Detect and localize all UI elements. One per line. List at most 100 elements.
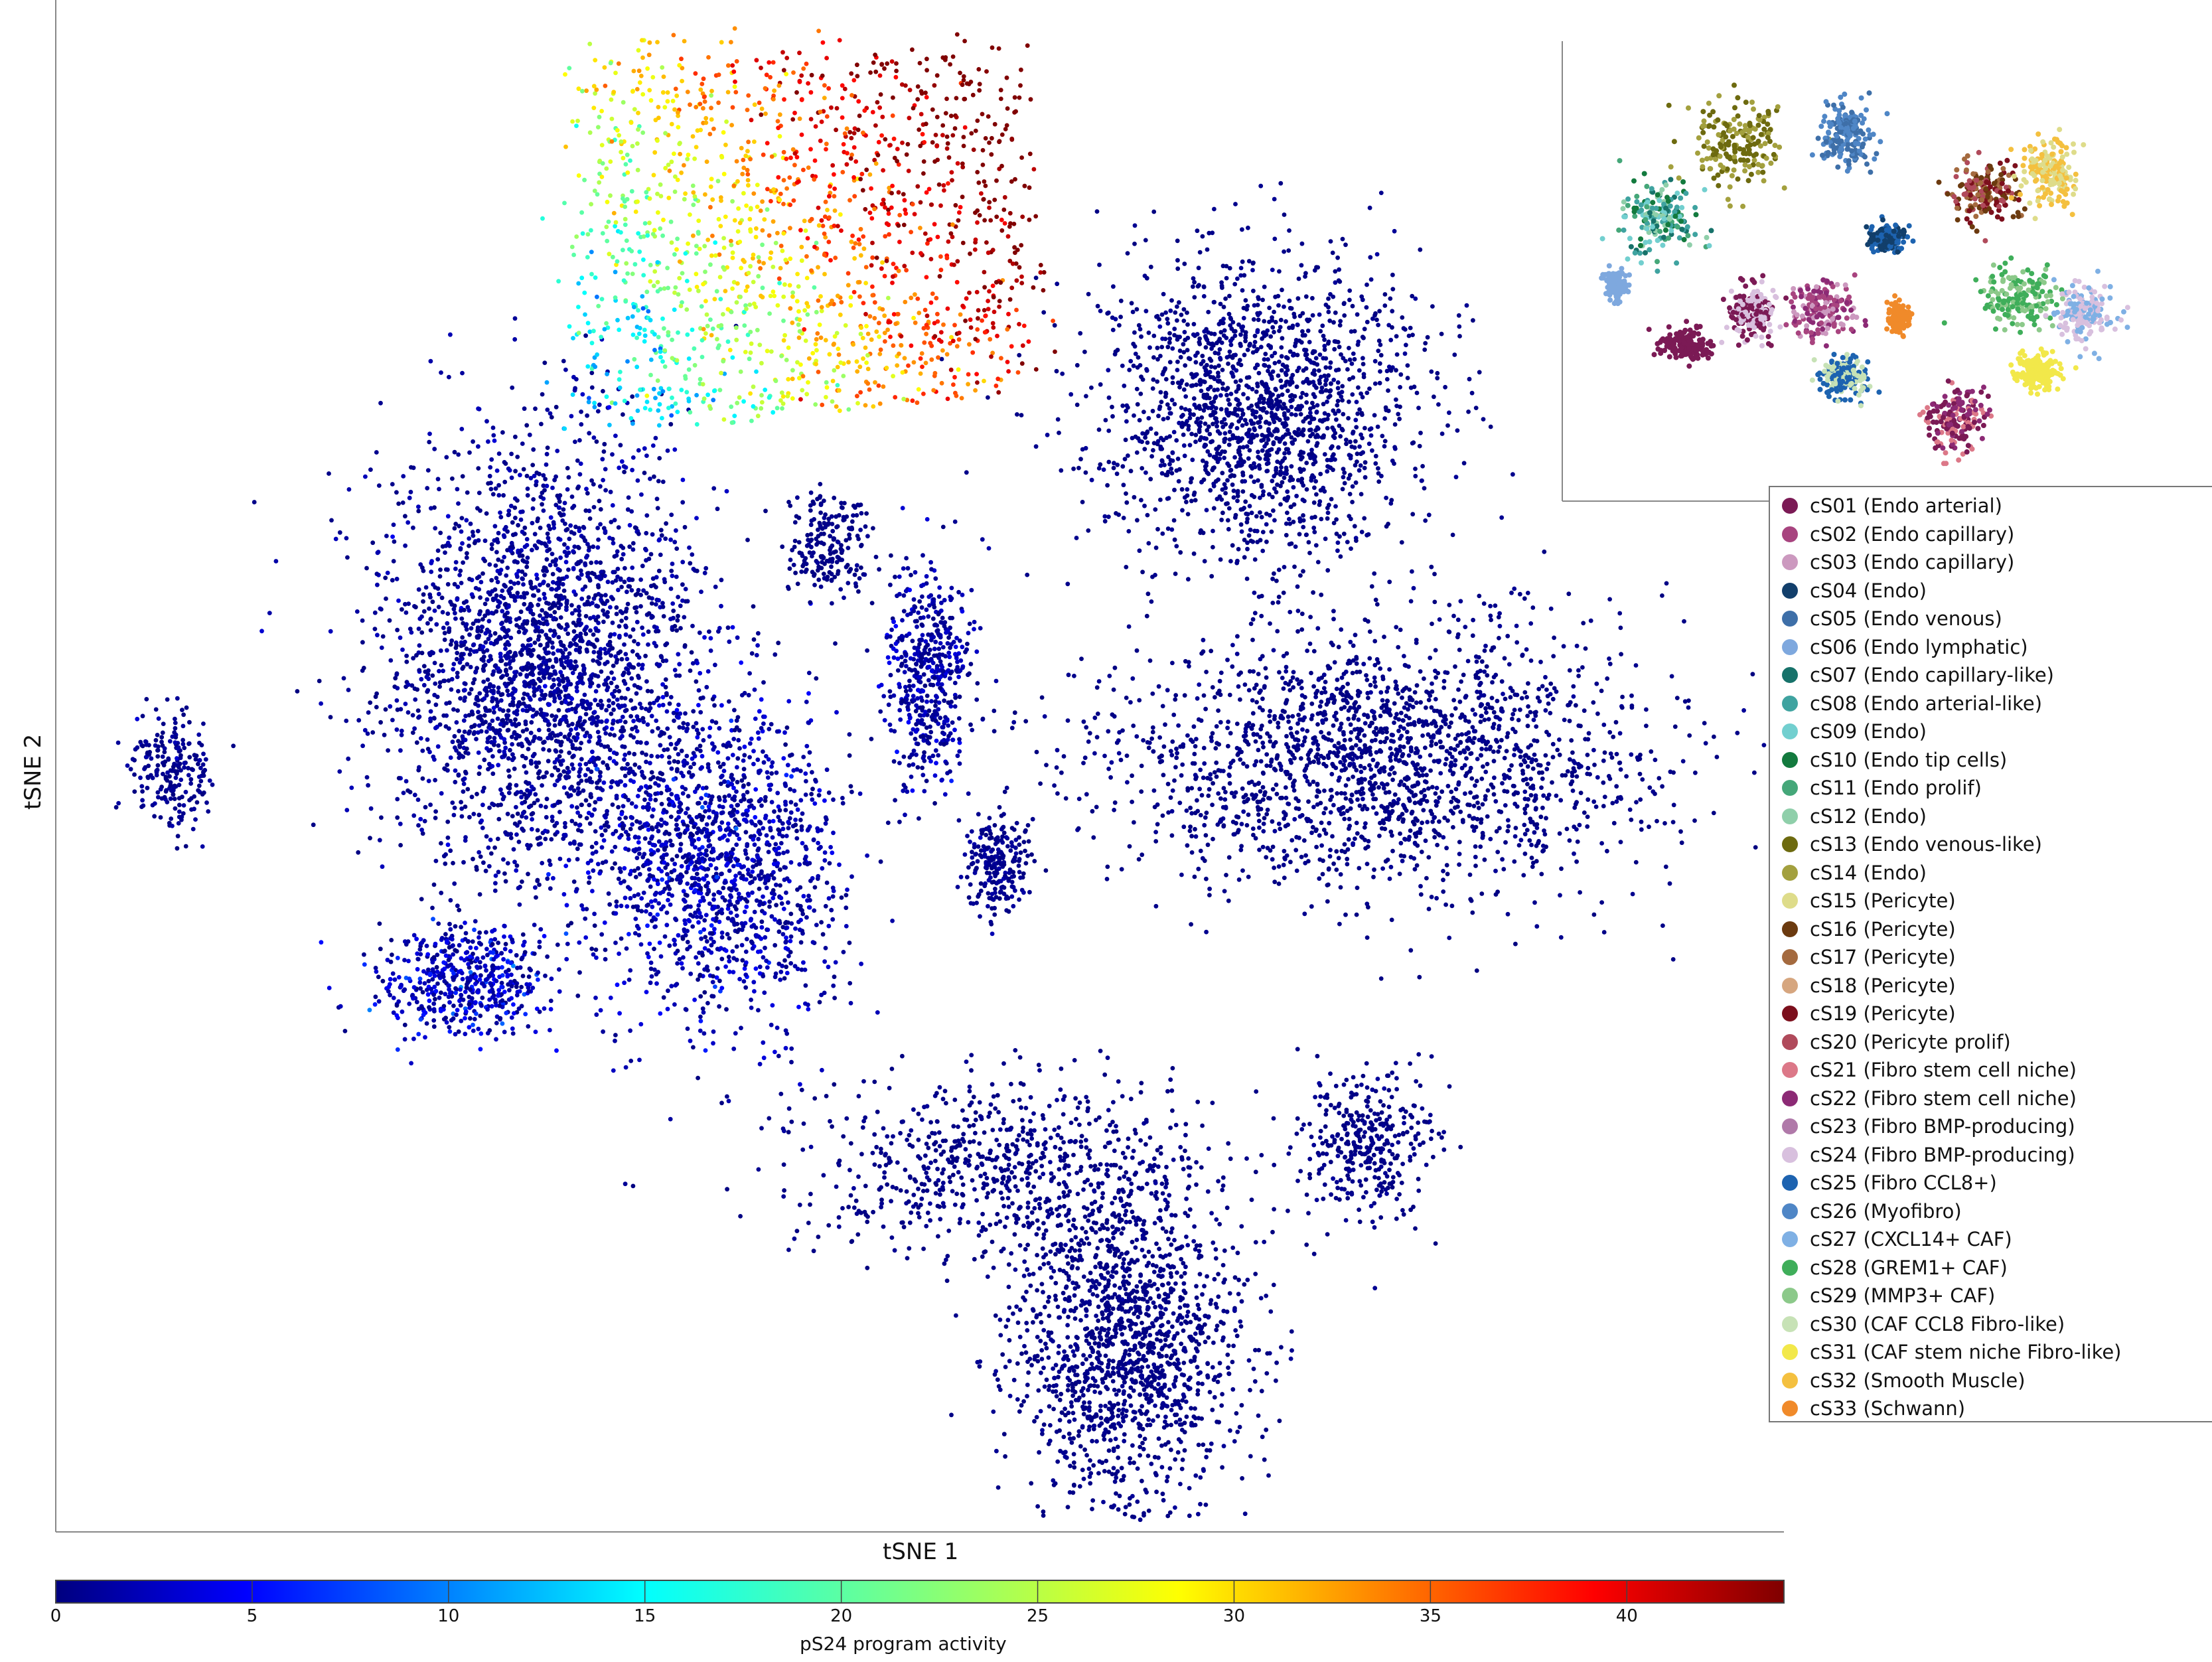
cell-point — [652, 925, 657, 929]
cell-point — [435, 970, 440, 974]
cell-point — [670, 843, 675, 848]
cell-point — [661, 703, 666, 708]
cell-point — [912, 597, 917, 602]
cell-point — [536, 842, 541, 847]
cell-point — [564, 560, 569, 564]
cell-point — [539, 804, 544, 808]
cell-point — [557, 682, 561, 687]
cell-point — [936, 707, 940, 712]
cell-point — [776, 641, 780, 645]
cell-point — [449, 898, 453, 903]
cell-point — [512, 686, 516, 691]
cell-point — [510, 520, 515, 525]
cell-point — [911, 639, 915, 643]
cell-point — [557, 989, 562, 994]
cell-point — [599, 699, 603, 704]
cell-point — [530, 463, 535, 467]
cell-point — [188, 781, 193, 786]
cell-point — [172, 730, 177, 735]
cell-point — [733, 1031, 738, 1035]
cell-point — [433, 682, 437, 686]
cell-point — [590, 681, 595, 686]
cell-point — [376, 975, 381, 980]
cell-point — [658, 733, 662, 738]
cell-point — [611, 664, 616, 668]
cell-point — [592, 435, 597, 440]
cell-point — [480, 802, 485, 807]
cell-point — [636, 840, 641, 845]
cell-point — [571, 589, 576, 594]
cell-point — [724, 857, 729, 862]
cell-point — [549, 837, 553, 842]
cell-point — [170, 769, 175, 773]
cell-point — [645, 951, 650, 956]
cell-point — [590, 571, 595, 575]
cell-point — [672, 719, 676, 723]
cell-point — [783, 742, 788, 747]
cell-point — [804, 915, 809, 920]
cell-point — [605, 763, 609, 768]
cell-point — [441, 668, 445, 673]
cell-point — [617, 689, 621, 694]
cell-point — [458, 988, 463, 992]
cell-point — [538, 940, 542, 944]
cell-point — [498, 1016, 502, 1021]
cell-point — [952, 727, 957, 732]
cell-point — [201, 751, 206, 756]
cell-point — [697, 688, 701, 693]
cell-point — [630, 394, 634, 399]
cell-point — [469, 687, 474, 692]
cell-point — [710, 794, 715, 799]
cell-point — [806, 721, 811, 725]
cell-point — [418, 817, 423, 822]
cell-point — [831, 894, 836, 899]
cell-point — [139, 784, 144, 789]
cell-point — [465, 556, 469, 560]
cell-point — [482, 714, 487, 718]
cell-point — [728, 893, 733, 898]
cell-point — [634, 593, 638, 597]
cell-point — [572, 629, 577, 634]
cell-point — [595, 526, 600, 530]
cell-point — [617, 877, 621, 881]
cell-point — [588, 821, 593, 826]
cell-point — [547, 540, 552, 544]
cell-point — [505, 566, 510, 570]
cell-point — [608, 732, 613, 737]
cell-point — [467, 692, 472, 696]
cell-point — [691, 709, 696, 714]
cell-point — [573, 706, 578, 711]
cell-point — [684, 893, 688, 897]
cell-point — [662, 860, 666, 865]
cell-point — [554, 749, 559, 754]
cell-point — [539, 667, 544, 672]
cell-point — [545, 796, 550, 801]
cell-point — [380, 864, 385, 869]
cell-point — [881, 694, 886, 699]
cell-point — [933, 704, 938, 708]
cell-point — [368, 700, 372, 705]
cell-point — [396, 599, 401, 603]
cell-point — [711, 1041, 715, 1045]
cell-point — [565, 466, 570, 471]
cell-point — [536, 516, 540, 521]
cell-point — [627, 978, 632, 982]
cell-point — [648, 477, 652, 481]
cell-point — [377, 999, 382, 1004]
cell-point — [617, 835, 622, 840]
cell-point — [557, 708, 561, 713]
cell-point — [567, 550, 571, 555]
cell-point — [842, 950, 846, 954]
cell-point — [589, 561, 593, 566]
cell-point — [463, 640, 467, 644]
cell-point — [717, 804, 722, 808]
cell-point — [486, 678, 490, 682]
cell-point — [632, 869, 637, 873]
cell-point — [686, 1027, 690, 1031]
cell-point — [667, 802, 672, 807]
cell-point — [668, 538, 673, 542]
cell-point — [520, 956, 525, 960]
cell-point — [577, 646, 582, 650]
cell-point — [668, 838, 673, 843]
cell-point — [456, 501, 461, 506]
